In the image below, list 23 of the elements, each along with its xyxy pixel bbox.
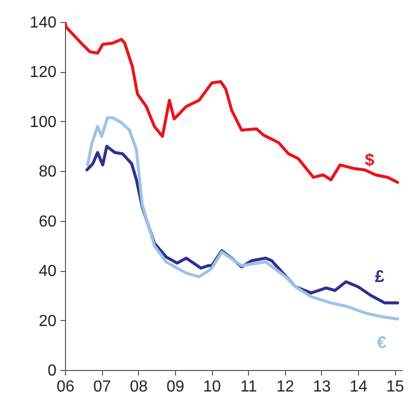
x-tick-label: 10 — [203, 378, 222, 396]
y-tick-label: 100 — [30, 114, 57, 131]
y-tick-label: 120 — [30, 64, 57, 82]
x-tick-label: 06 — [56, 378, 74, 396]
y-tick-label: 60 — [38, 213, 57, 230]
y-tick-label: 40 — [38, 263, 57, 280]
series-label: £ — [374, 266, 385, 286]
series-label: $ — [364, 150, 375, 170]
x-tick-label: 13 — [313, 378, 331, 396]
x-tick-label: 08 — [130, 378, 148, 396]
x-tick-label: 11 — [240, 378, 258, 396]
x-tick-label: 07 — [93, 378, 112, 396]
x-tick-label: 09 — [166, 378, 184, 396]
x-tick-label: 14 — [350, 378, 368, 396]
y-tick-label: 140 — [30, 14, 57, 32]
line-series — [65, 22, 400, 184]
line-series — [86, 116, 400, 321]
y-tick-label: 20 — [38, 312, 57, 330]
series-label: € — [376, 333, 387, 352]
x-tick-label: 15 — [386, 378, 404, 396]
y-tick-label: 80 — [38, 164, 57, 181]
x-tick-label: 12 — [276, 378, 294, 396]
y-tick-label: 0 — [48, 362, 57, 380]
